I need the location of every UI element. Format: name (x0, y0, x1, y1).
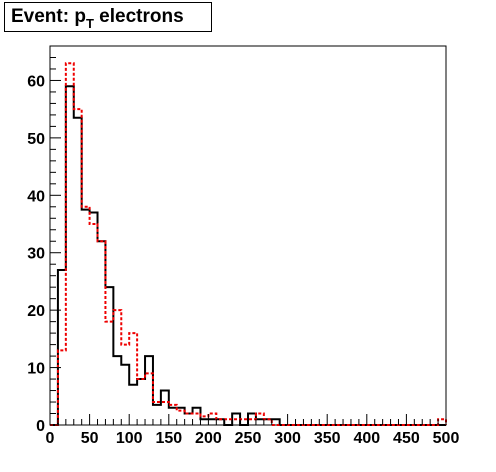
x-tick-label: 250 (235, 430, 262, 447)
x-tick-label: 150 (155, 430, 182, 447)
chart-title-rest: electrons (93, 6, 184, 27)
x-tick-label: 400 (353, 430, 380, 447)
chart-title: Event: p (11, 6, 86, 27)
y-tick-label: 30 (27, 246, 45, 263)
series-0-histogram (50, 85, 446, 426)
x-tick-label: 50 (81, 430, 99, 447)
x-tick-label: 450 (393, 430, 420, 447)
series-layer (50, 62, 447, 426)
x-tick-label: 0 (46, 430, 55, 447)
chart-title-subscript: T (85, 16, 94, 31)
y-tick-label: 60 (27, 73, 45, 90)
series-1-histogram (50, 62, 447, 426)
x-tick-label: 200 (195, 430, 222, 447)
x-tick-label: 300 (274, 430, 301, 447)
plot-frame (49, 45, 447, 426)
x-tick-label: 500 (433, 430, 460, 447)
axis-layer: 0 50 100 150 200 250 300 350 400 450 500 0 10 20 30 40 5… (27, 45, 460, 447)
x-tick-label: 100 (116, 430, 143, 447)
y-tick-label: 0 (36, 418, 45, 435)
x-tick-label: 350 (314, 430, 341, 447)
y-tick-label: 20 (27, 303, 45, 320)
y-tick-label: 40 (27, 188, 45, 205)
y-tick-label: 50 (27, 131, 45, 148)
y-tick-label: 10 (27, 361, 45, 378)
chart-title-box: Event: pT electrons (4, 2, 212, 32)
